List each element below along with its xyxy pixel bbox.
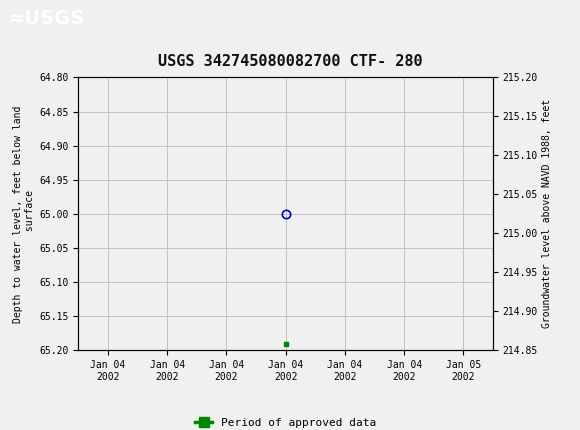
Text: ≈USGS: ≈USGS [9,9,85,28]
Legend: Period of approved data: Period of approved data [191,413,380,430]
Text: USGS 342745080082700 CTF- 280: USGS 342745080082700 CTF- 280 [158,54,422,69]
Y-axis label: Groundwater level above NAVD 1988, feet: Groundwater level above NAVD 1988, feet [542,99,552,329]
Y-axis label: Depth to water level, feet below land
 surface: Depth to water level, feet below land su… [13,105,35,322]
